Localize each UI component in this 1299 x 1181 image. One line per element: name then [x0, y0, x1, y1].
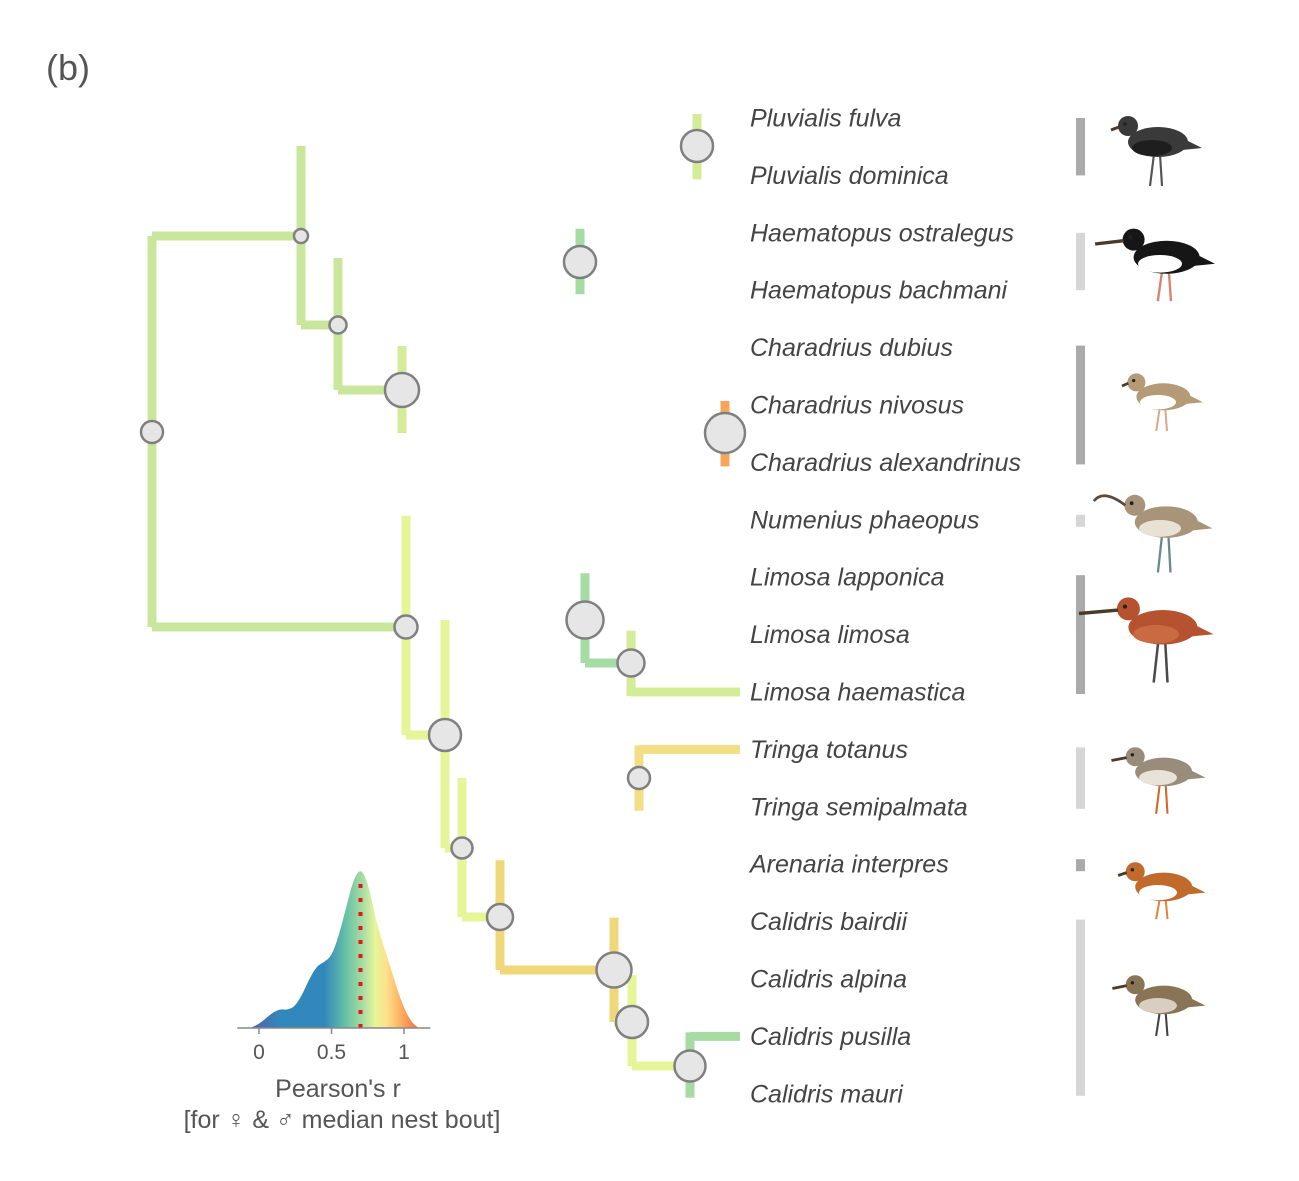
density-curve — [250, 871, 419, 1028]
taxon-label: Pluvialis fulva — [750, 105, 902, 133]
godwit-icon — [1078, 597, 1214, 683]
turnstone-icon — [1117, 862, 1206, 920]
taxon-label: Pluvialis dominica — [750, 162, 949, 190]
tree-node — [673, 1049, 707, 1083]
panel-label: (b) — [46, 47, 90, 88]
taxon-label: Limosa haemastica — [750, 679, 965, 707]
genus-bar-limosa — [1076, 575, 1085, 694]
genus-bar-arenaria — [1076, 859, 1085, 872]
sandpiper-icon — [1112, 975, 1206, 1037]
taxon-label: Charadrius dubius — [750, 334, 953, 362]
tree-node — [616, 648, 646, 678]
taxon-label: Tringa totanus — [750, 736, 908, 764]
tree-branches — [147, 113, 740, 1099]
tree-node — [565, 600, 605, 640]
taxon-label: Calidris pusilla — [750, 1023, 911, 1051]
bird-illustrations — [1078, 116, 1215, 1037]
genus-bar-pluvialis — [1076, 118, 1085, 176]
taxon-label: Charadrius alexandrinus — [750, 449, 1021, 477]
taxon-label: Calidris mauri — [750, 1080, 904, 1108]
taxon-label: Calidris alpina — [750, 966, 907, 994]
density-plot: 0 0.5 1 Pearson's r [for ♀ & ♂ median nest… — [184, 871, 501, 1134]
axis-title-line1: Pearson's r — [275, 1075, 401, 1103]
taxon-label: Limosa limosa — [750, 621, 910, 649]
density-tick-label: 0.5 — [317, 1041, 346, 1064]
tree-node — [485, 902, 515, 932]
small-plover-icon — [1121, 373, 1203, 432]
tree-node — [450, 836, 474, 860]
genus-bar-haematopus — [1076, 232, 1085, 291]
tree-node — [679, 128, 715, 164]
tree-node — [703, 411, 747, 455]
tree-node — [427, 717, 463, 753]
density-ticks: 0 0.5 1 — [253, 1028, 410, 1064]
redshank-icon — [1111, 747, 1206, 814]
genus-bar-numenius — [1076, 514, 1085, 527]
taxon-label: Arenaria interpres — [748, 851, 949, 879]
tree-node — [292, 227, 310, 245]
whimbrel-icon — [1092, 494, 1213, 573]
tree-node — [393, 614, 419, 640]
genus-bars — [1076, 118, 1085, 1096]
density-tick-label: 0 — [253, 1041, 265, 1064]
tree-node — [626, 765, 652, 791]
genus-bar-calidris — [1076, 919, 1085, 1096]
tree-nodes — [139, 128, 747, 1083]
tree-node — [562, 244, 598, 280]
taxon-label: Haematopus ostralegus — [750, 219, 1014, 247]
genus-bar-charadrius — [1076, 345, 1085, 465]
taxon-label: Tringa semipalmata — [750, 793, 968, 821]
taxon-label: Limosa lapponica — [750, 564, 945, 592]
tree-node — [595, 951, 633, 989]
tree-node — [614, 1004, 650, 1040]
oystercatcher-icon — [1094, 228, 1215, 302]
taxon-label: Numenius phaeopus — [750, 506, 979, 534]
plover-icon — [1110, 116, 1202, 187]
taxon-label: Haematopus bachmani — [750, 277, 1009, 305]
density-tick-label: 1 — [398, 1041, 410, 1064]
taxon-label: Calidris bairdii — [750, 908, 908, 936]
tree-node — [328, 315, 348, 335]
axis-title-line2: [for ♀ & ♂ median nest bout] — [184, 1106, 501, 1134]
tree-node — [383, 371, 421, 409]
taxon-label: Charadrius nivosus — [750, 392, 964, 420]
tree-node — [139, 419, 165, 445]
genus-bar-tringa — [1076, 747, 1085, 809]
taxon-labels: Pluvialis fulva Pluvialis dominica Haemato… — [748, 105, 1021, 1109]
